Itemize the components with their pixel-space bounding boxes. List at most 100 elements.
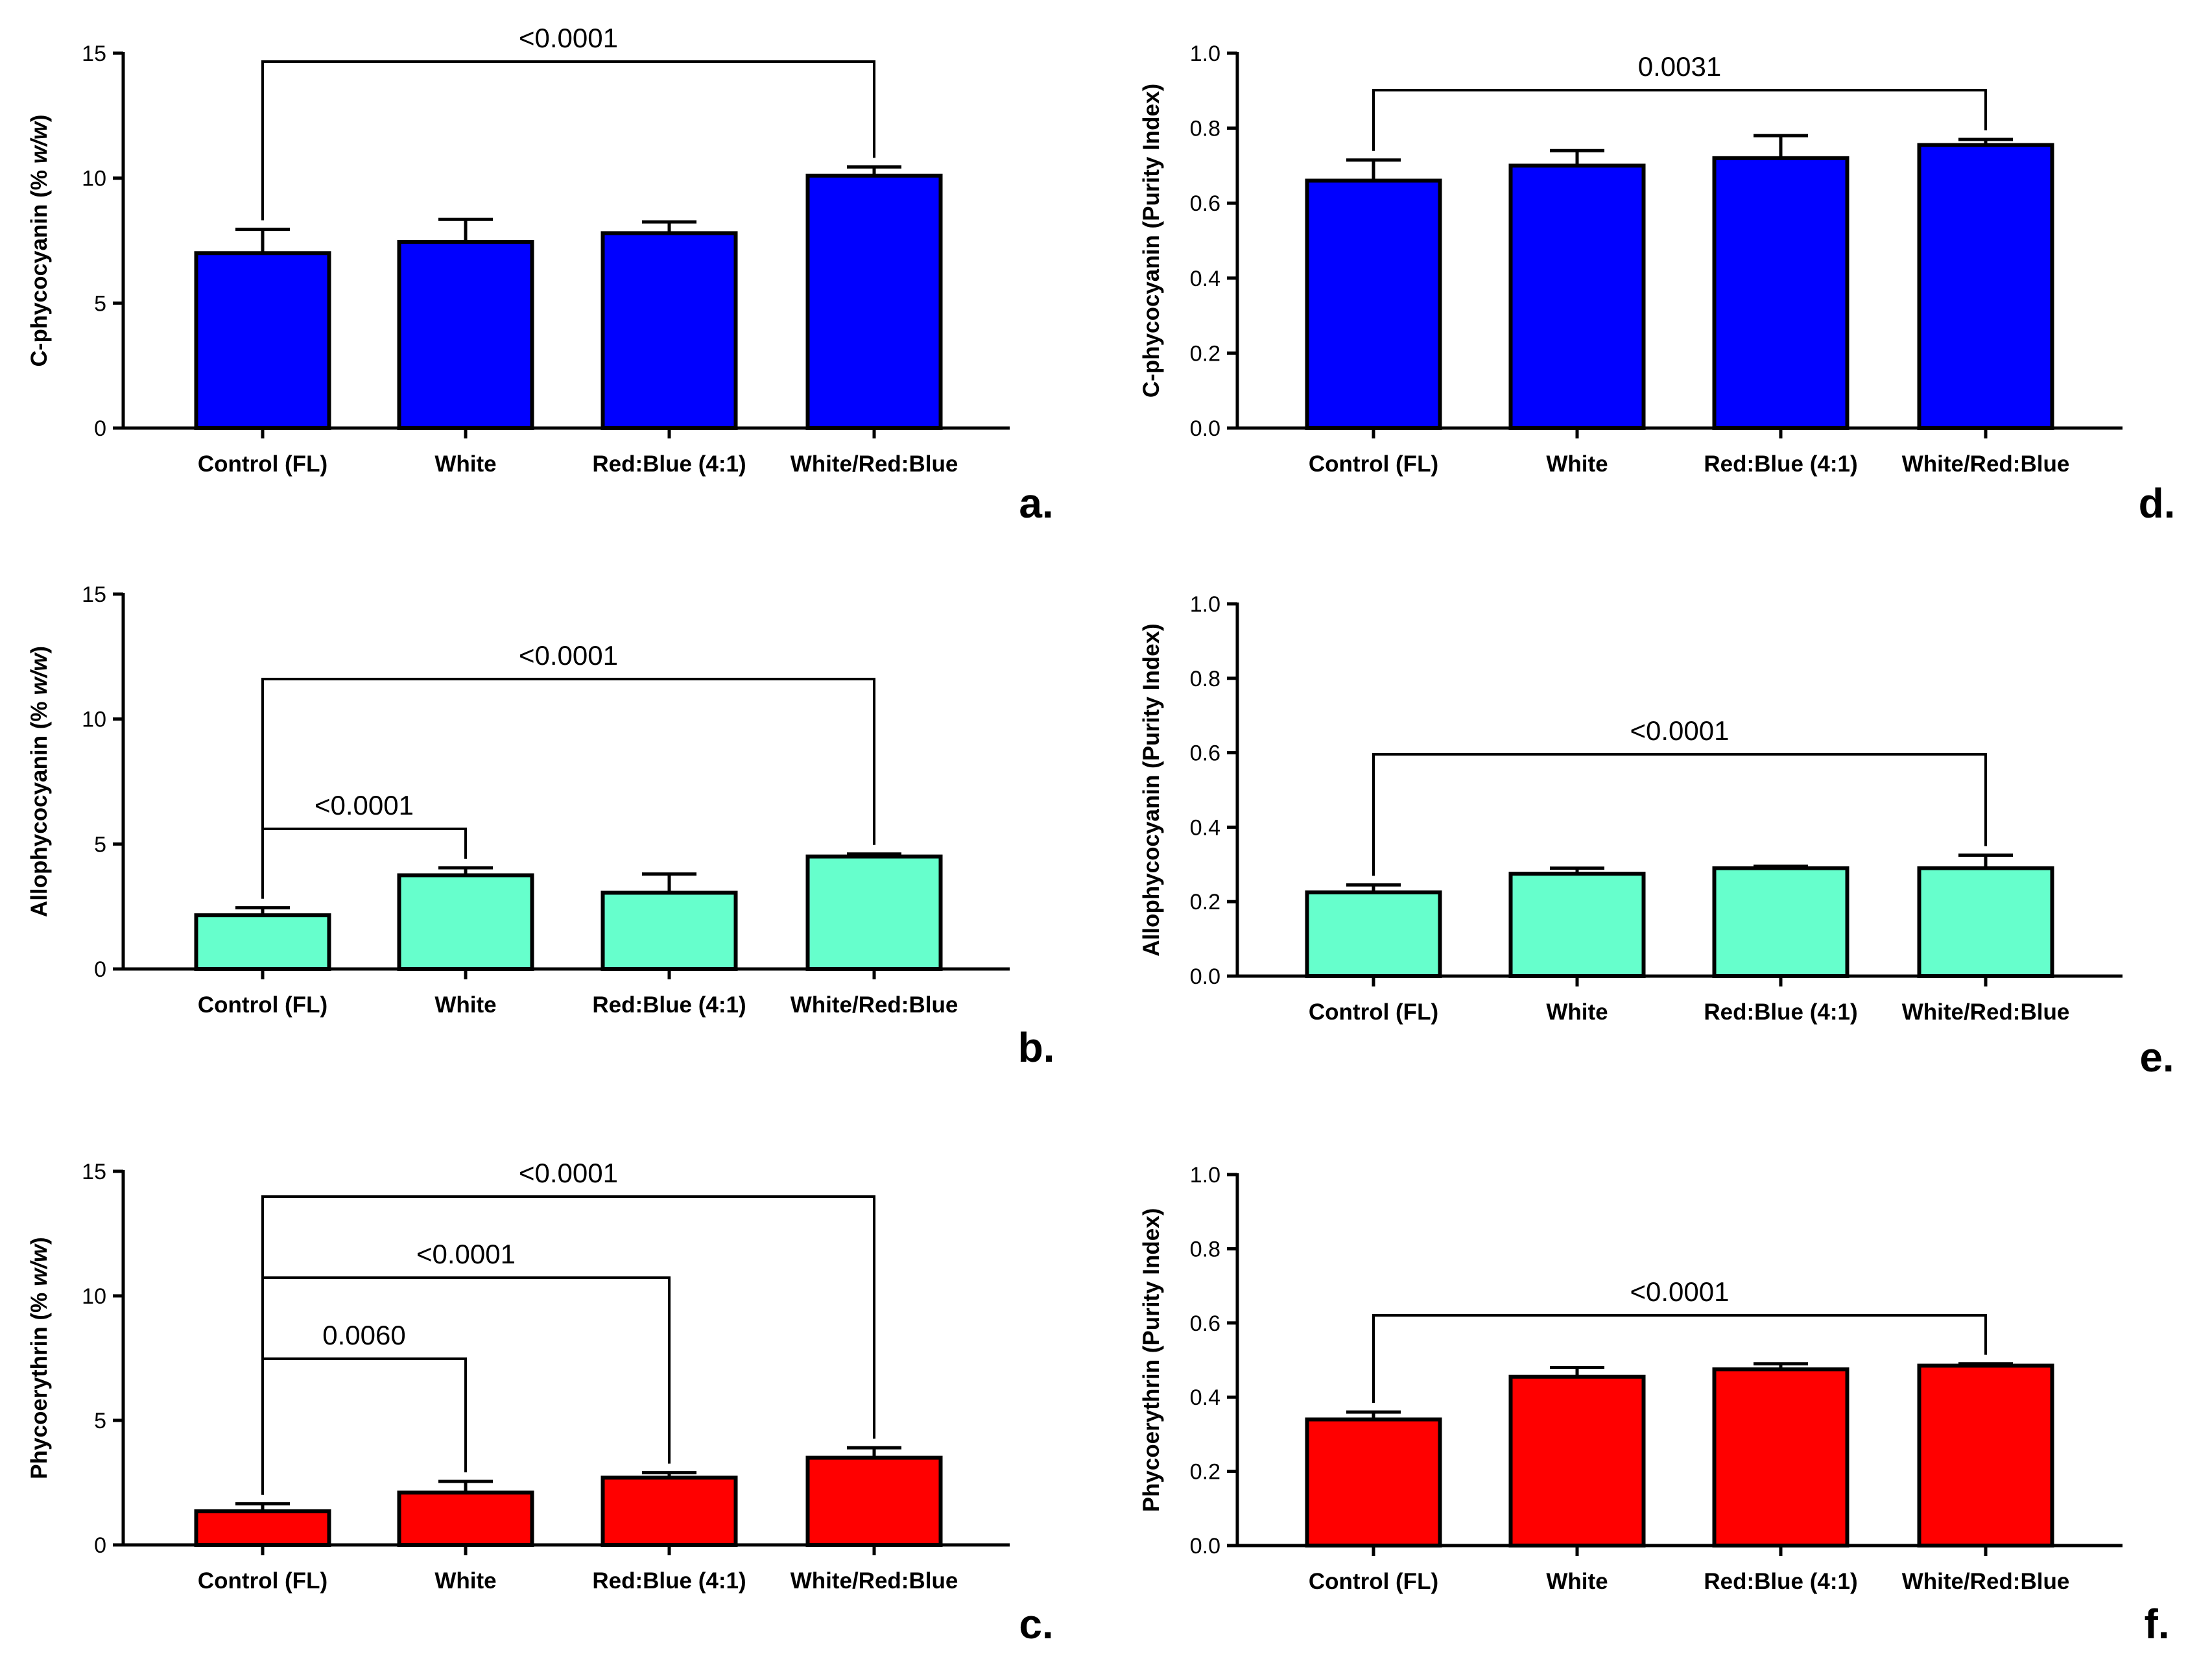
bar — [194, 1509, 331, 1547]
significance-bracket — [261, 678, 875, 899]
panel-letter: d. — [2139, 480, 2176, 527]
x-tick-label: Control (FL) — [198, 451, 327, 477]
y-axis-title: Allophycocyanin (% w/w) — [27, 646, 52, 917]
bar — [194, 251, 331, 430]
chart-panel-f: 0.0 0.2 0.4 0.6 0.8 1.0 Control (FL) White Red:B… — [1139, 1163, 2170, 1647]
x-tick-label: Red:Blue (4:1) — [592, 992, 746, 1018]
bar — [1305, 1417, 1442, 1548]
y-tick-label: 0.4 — [1190, 815, 1220, 840]
significance-bracket — [261, 1195, 875, 1495]
x-tick-label: White — [1546, 1569, 1608, 1594]
bar — [1508, 163, 1646, 430]
y-tick-label: 15 — [82, 1160, 106, 1184]
p-value-label: <0.0001 — [416, 1239, 516, 1269]
x-tick-label: White/Red:Blue — [791, 1568, 958, 1594]
x-tick-label: White — [1546, 451, 1608, 477]
y-tick-label: 0.4 — [1190, 1385, 1220, 1410]
y-tick-label: 0 — [94, 957, 106, 982]
bar — [397, 1490, 534, 1547]
x-tick-label: White/Red:Blue — [1902, 451, 2070, 477]
panel-letter: f. — [2144, 1601, 2169, 1647]
y-axis-title: C-phycocyanin (% w/w) — [27, 115, 52, 367]
bar — [805, 854, 943, 971]
bar — [805, 1455, 943, 1547]
significance-bracket — [261, 60, 875, 221]
bar — [601, 231, 738, 430]
y-tick-label: 10 — [82, 1284, 106, 1309]
bar — [1917, 1363, 2054, 1548]
y-tick-label: 15 — [82, 42, 106, 66]
x-tick-label: White/Red:Blue — [791, 992, 958, 1018]
p-value-label: <0.0001 — [1630, 1276, 1730, 1307]
bar — [1305, 178, 1442, 430]
chart-panel-c: 0 5 10 15 Control (FL) White Red:Blue (4:1) Whi… — [27, 1158, 1054, 1647]
chart-panel-b: 0 5 10 15 Control (FL) White Red:Blue (4:1) Whi… — [27, 582, 1054, 1071]
panel-letter: a. — [1019, 480, 1053, 527]
x-tick-label: Control (FL) — [1309, 999, 1438, 1025]
panel-letter: c. — [1019, 1601, 1053, 1647]
p-value-label: <0.0001 — [519, 1158, 618, 1188]
y-tick-label: 0.0 — [1190, 1534, 1220, 1559]
bar — [1305, 890, 1442, 978]
x-tick-label: Control (FL) — [1309, 451, 1438, 477]
x-tick-label: White/Red:Blue — [1902, 999, 2070, 1025]
y-tick-label: 1.0 — [1190, 592, 1220, 617]
p-value-label: 0.0031 — [1638, 51, 1721, 82]
y-tick-label: 0.2 — [1190, 890, 1220, 914]
y-tick-label: 0.2 — [1190, 341, 1220, 366]
bar — [397, 239, 534, 430]
y-tick-label: 1.0 — [1190, 1163, 1220, 1188]
significance-bracket — [1372, 89, 1987, 151]
bar — [1917, 143, 2054, 431]
y-tick-label: 0.0 — [1190, 416, 1220, 441]
y-axis-title: C-phycocyanin (Purity Index) — [1139, 84, 1164, 398]
x-tick-label: White/Red:Blue — [791, 451, 958, 477]
p-value-label: 0.0060 — [322, 1320, 405, 1350]
y-tick-label: 1.0 — [1190, 42, 1220, 66]
chart-panel-a: 0 5 10 15 Control (FL) White Red:Blue (4:1) Whi… — [27, 23, 1054, 527]
y-tick-label: 10 — [82, 708, 106, 732]
p-value-label: <0.0001 — [1630, 715, 1730, 746]
significance-bracket — [1372, 1314, 1987, 1404]
x-tick-label: Red:Blue (4:1) — [592, 1568, 746, 1594]
x-tick-label: White — [434, 992, 496, 1018]
y-tick-label: 0.6 — [1190, 191, 1220, 216]
x-tick-label: Red:Blue (4:1) — [1704, 999, 1857, 1025]
p-value-label: <0.0001 — [519, 640, 618, 671]
x-tick-label: Red:Blue (4:1) — [1704, 451, 1857, 477]
significance-bracket — [1372, 753, 1987, 876]
y-tick-label: 0.8 — [1190, 117, 1220, 141]
panel-letter: e. — [2139, 1034, 2174, 1081]
y-tick-label: 0 — [94, 416, 106, 441]
bar — [194, 913, 331, 971]
bar — [601, 1476, 738, 1547]
bar — [1712, 156, 1849, 430]
x-tick-label: Control (FL) — [1309, 1569, 1438, 1594]
x-tick-label: Red:Blue (4:1) — [592, 451, 746, 477]
bar — [1712, 1367, 1849, 1548]
chart-panel-e: 0.0 0.2 0.4 0.6 0.8 1.0 Control (FL) White Red:B… — [1139, 592, 2174, 1081]
significance-bracket — [261, 1357, 467, 1495]
x-tick-label: White — [434, 451, 496, 477]
panel-letter: b. — [1018, 1024, 1055, 1071]
y-tick-label: 0.2 — [1190, 1460, 1220, 1485]
x-tick-label: Control (FL) — [198, 992, 327, 1018]
y-tick-label: 0.0 — [1190, 964, 1220, 989]
y-tick-label: 0.8 — [1190, 667, 1220, 691]
bar — [601, 890, 738, 972]
y-tick-label: 0.4 — [1190, 267, 1220, 291]
y-axis-title: Phycoerythrin (% w/w) — [27, 1237, 52, 1479]
p-value-label: <0.0001 — [519, 23, 618, 53]
y-tick-label: 5 — [94, 1409, 106, 1433]
y-tick-label: 15 — [82, 582, 106, 607]
y-tick-label: 5 — [94, 291, 106, 316]
y-tick-label: 10 — [82, 167, 106, 191]
x-tick-label: White/Red:Blue — [1902, 1569, 2070, 1594]
bar — [1508, 872, 1646, 979]
x-tick-label: White — [434, 1568, 496, 1594]
x-tick-label: Control (FL) — [198, 1568, 327, 1594]
y-tick-label: 0.8 — [1190, 1237, 1220, 1261]
x-tick-label: Red:Blue (4:1) — [1704, 1569, 1857, 1594]
y-tick-label: 0.6 — [1190, 741, 1220, 766]
